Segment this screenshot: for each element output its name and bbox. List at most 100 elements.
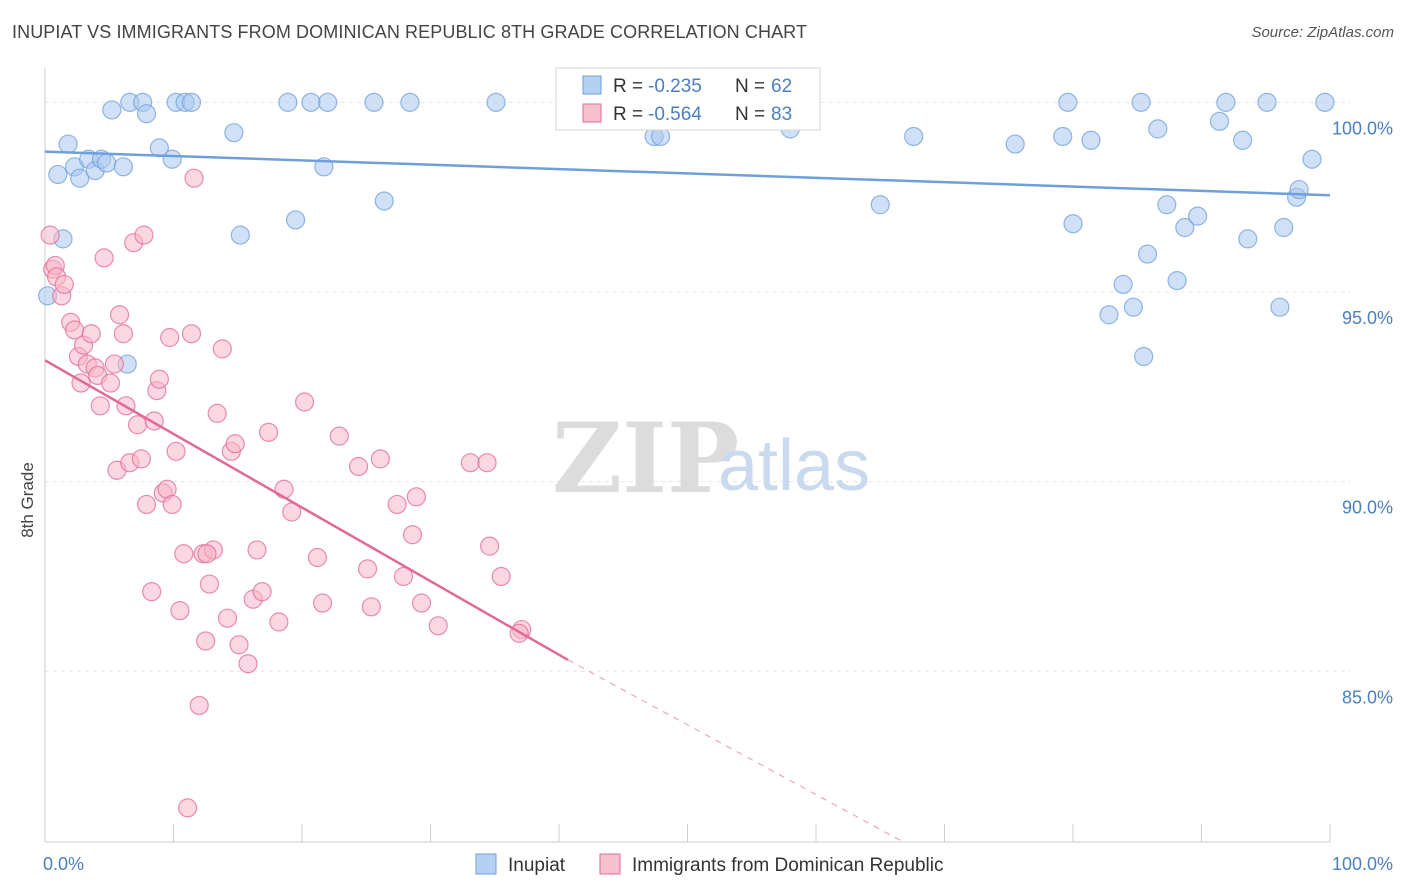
dominican-point-49: [212, 339, 232, 359]
inupiat-point-29: [374, 191, 394, 211]
inupiat-point-54: [1175, 217, 1195, 238]
inupiat-point-59: [1238, 229, 1258, 249]
x-tick-labels: 0.0% 100.0%: [43, 854, 1393, 874]
legend-r-value-dominican: -0.564: [648, 104, 702, 125]
dominican-point-17: [100, 373, 121, 393]
inupiat-points: [37, 92, 1335, 374]
series-legend: Inupiat Immigrants from Dominican Republ…: [475, 853, 944, 876]
inupiat-point-65: [1302, 149, 1322, 169]
dominican-point-20: [109, 305, 130, 325]
bottom-legend-swatch-dominican: [599, 853, 621, 875]
inupiat-trend-line: [44, 150, 1331, 197]
inupiat-point-43: [1113, 274, 1133, 295]
inupiat-point-27: [318, 92, 338, 112]
x-tick-label-1: 100.0%: [1332, 854, 1393, 874]
legend-n-value-inupiat: 62: [771, 76, 792, 97]
dominican-point-48: [207, 403, 227, 423]
dominican-point-72: [402, 525, 423, 545]
inupiat-point-22: [230, 225, 250, 245]
dominican-point-50: [217, 608, 238, 628]
dominican-point-32: [149, 369, 169, 389]
dominican-point-12: [81, 324, 101, 344]
inupiat-point-25: [301, 92, 321, 112]
inupiat-point-20: [181, 92, 202, 112]
dominican-point-37: [166, 441, 186, 461]
inupiat-point-58: [1233, 130, 1253, 150]
dominican-point-52: [225, 434, 245, 454]
dominican-point-78: [480, 536, 500, 556]
grid-lines: [45, 101, 1350, 672]
inupiat-point-21: [224, 123, 244, 143]
inupiat-point-11: [113, 157, 133, 177]
stats-legend: R = -0.235 N = 62 R = -0.564 N = 83: [555, 67, 821, 131]
inupiat-point-17: [162, 149, 182, 169]
legend-n-label-inupiat: N =: [735, 76, 765, 97]
dominican-point-77: [477, 453, 497, 473]
dominican-point-56: [247, 540, 267, 560]
y-tick-label-3: 85.0%: [1342, 687, 1393, 707]
trend-lines: [44, 150, 1331, 843]
inupiat-point-41: [1053, 126, 1073, 147]
dominican-point-40: [178, 798, 198, 818]
dominican-point-41: [181, 324, 202, 344]
dominican-point-66: [348, 456, 369, 477]
legend-r-label-dominican: R =: [613, 104, 643, 125]
dominican-point-60: [274, 479, 294, 499]
dominican-points: [40, 168, 532, 818]
inupiat-point-10: [102, 100, 122, 120]
inupiat-point-16: [149, 138, 169, 158]
inupiat-point-57: [1216, 92, 1236, 112]
inupiat-point-53: [1167, 271, 1187, 291]
dominican-trend-line: [44, 359, 569, 662]
y-axis-label: 8th Grade: [18, 462, 37, 538]
watermark-atlas: atlas: [718, 426, 870, 506]
dominican-point-70: [387, 494, 407, 515]
watermark-zip: ZIP: [552, 402, 739, 515]
inupiat-point-31: [486, 92, 506, 112]
inupiat-point-60: [1257, 92, 1277, 112]
dominican-point-53: [229, 635, 249, 655]
y-tick-label-1: 95.0%: [1342, 308, 1393, 328]
dominican-point-29: [142, 582, 162, 602]
legend-swatch-inupiat: [582, 75, 602, 95]
axes: [44, 68, 1331, 843]
dominican-point-63: [307, 547, 328, 568]
bottom-legend-label-inupiat: Inupiat: [508, 855, 566, 876]
dominican-point-25: [127, 415, 148, 435]
dominican-point-62: [294, 392, 315, 412]
inupiat-point-55: [1188, 206, 1208, 226]
inupiat-point-40: [1005, 134, 1025, 154]
inupiat-point-50: [1099, 305, 1119, 325]
inupiat-point-15: [136, 104, 157, 124]
inupiat-point-30: [400, 92, 420, 112]
dominican-point-58: [258, 422, 279, 442]
dominican-point-28: [136, 494, 157, 515]
inupiat-point-3: [58, 134, 78, 154]
dominican-point-76: [460, 453, 480, 473]
inupiat-point-39: [904, 126, 924, 147]
inupiat-point-61: [1270, 297, 1290, 317]
inupiat-point-24: [285, 210, 306, 230]
watermark: ZIP atlas: [552, 402, 870, 515]
dominican-point-42: [184, 168, 204, 188]
dominican-point-69: [370, 449, 390, 469]
inupiat-point-56: [1209, 111, 1230, 131]
inupiat-point-5: [70, 168, 90, 188]
dominican-point-45: [196, 631, 216, 651]
y-tick-labels: 100.0% 95.0% 90.0% 85.0%: [1332, 118, 1393, 707]
inupiat-point-44: [1123, 297, 1143, 317]
bottom-legend-label-dominican: Immigrants from Dominican Republic: [632, 855, 944, 876]
inupiat-point-48: [1063, 214, 1083, 234]
y-tick-label-2: 90.0%: [1342, 498, 1393, 518]
dominican-point-71: [393, 566, 414, 587]
inupiat-point-51: [1137, 244, 1158, 264]
inupiat-point-28: [364, 92, 384, 112]
y-tick-label-0: 100.0%: [1332, 118, 1393, 138]
dominican-trend-extension: [567, 659, 904, 843]
dominican-point-21: [113, 324, 133, 344]
dominican-point-26: [131, 449, 151, 469]
legend-swatch-dominican: [582, 103, 602, 123]
dominican-point-59: [269, 612, 289, 632]
legend-r-value-inupiat: -0.235: [648, 76, 702, 97]
inupiat-point-9: [97, 153, 117, 173]
